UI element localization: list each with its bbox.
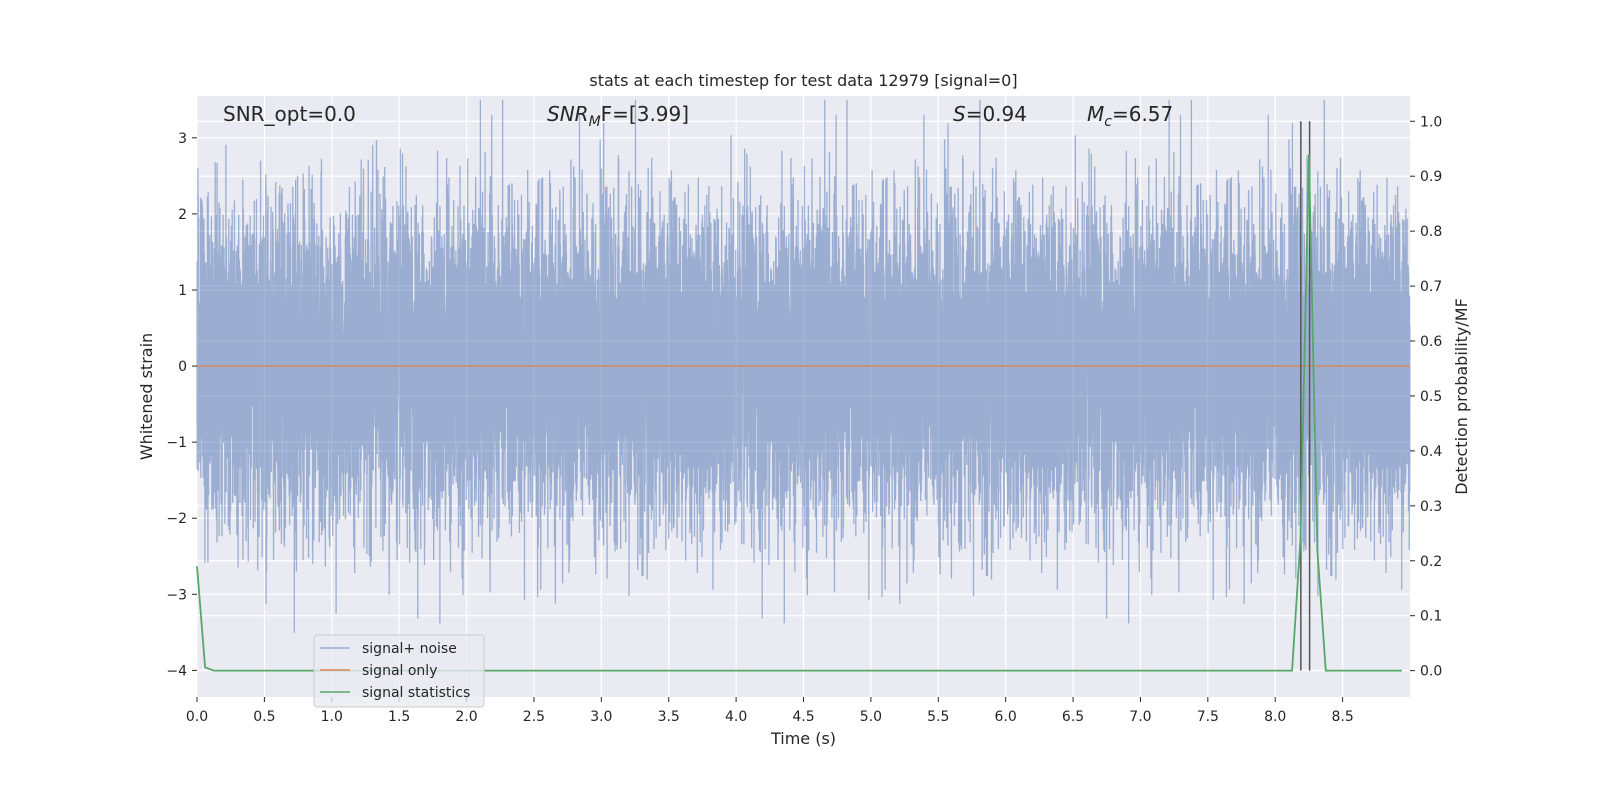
x-axis-label: Time (s) xyxy=(770,729,836,748)
annotation-mc-main: M xyxy=(1087,102,1104,126)
x-tick-label: 1.5 xyxy=(388,709,410,725)
x-tick-label: 7.5 xyxy=(1197,709,1219,725)
y2-tick-label: 0.9 xyxy=(1420,169,1442,185)
y2-axis-label: Detection probability/MF xyxy=(1452,298,1471,495)
x-tick-label: 7.0 xyxy=(1129,709,1151,725)
y2-tick-label: 0.0 xyxy=(1420,664,1442,680)
annotation-s: S=0.94 xyxy=(953,102,1027,126)
y-axis-label: Whitened strain xyxy=(137,333,156,460)
x-tick-label: 5.0 xyxy=(860,709,882,725)
annotation-snr-mf: SNRMF=[3.99] xyxy=(547,102,689,130)
chart-title: stats at each timestep for test data 129… xyxy=(589,71,1017,90)
legend-entry-signal-statistics: signal statistics xyxy=(362,685,470,701)
x-tick-label: 4.5 xyxy=(792,709,814,725)
annotation-snr-mf-main: SNR xyxy=(547,102,589,126)
annotation-mc-sub: c xyxy=(1104,114,1112,130)
x-tick-label: 6.0 xyxy=(995,709,1017,725)
y2-tick-label: 0.7 xyxy=(1420,279,1442,295)
x-tick-label: 2.5 xyxy=(523,709,545,725)
x-tick-label: 3.0 xyxy=(590,709,612,725)
y-tick-label: −2 xyxy=(166,511,187,527)
annotation-snr-mf-sub: M xyxy=(589,114,601,130)
legend-entry-signal-only: signal only xyxy=(362,663,437,679)
y-tick-label: 0 xyxy=(178,359,187,375)
annotation-snr-opt: SNR_opt=0.0 xyxy=(223,102,356,126)
x-ticks: 0.0 0.5 1.0 1.5 2.0 2.5 3.0 3.5 4.0 4.5 5.0 5.5 6.0 6… xyxy=(186,697,1354,725)
y2-tick-label: 0.1 xyxy=(1420,609,1442,625)
x-tick-label: 0.0 xyxy=(186,709,208,725)
y-tick-label: −4 xyxy=(166,663,187,679)
x-tick-label: 6.5 xyxy=(1062,709,1084,725)
x-tick-label: 2.0 xyxy=(455,709,477,725)
series-signal-noise-line xyxy=(196,99,1411,633)
legend: signal+ noise signal only signal statist… xyxy=(313,634,485,708)
annotation-mc: Mc=6.57 xyxy=(1087,102,1173,130)
series-layer xyxy=(196,99,1411,672)
x-tick-label: 1.0 xyxy=(321,709,343,725)
y2-tick-label: 0.3 xyxy=(1420,499,1442,515)
y2-tick-label: 0.2 xyxy=(1420,554,1442,570)
annotation-snr-mf-rest: F=[3.99] xyxy=(601,102,689,126)
y-tick-label: 1 xyxy=(178,283,187,299)
legend-box xyxy=(313,634,485,708)
x-tick-label: 4.0 xyxy=(725,709,747,725)
legend-entry-signal-noise: signal+ noise xyxy=(362,641,457,657)
series-signal-statistics-line xyxy=(196,154,1402,672)
x-tick-label: 0.5 xyxy=(253,709,275,725)
y2-ticks: 1.0 0.9 0.8 0.7 0.6 0.5 0.4 0.3 0.2 0.1 0.0 xyxy=(1410,114,1442,680)
annotation-s-rest: =0.94 xyxy=(966,102,1027,126)
y-ticks: 3 2 1 0 −1 −2 −3 −4 xyxy=(166,131,197,679)
y-tick-label: −3 xyxy=(166,587,187,603)
y2-tick-label: 0.4 xyxy=(1420,444,1442,460)
y2-tick-label: 0.8 xyxy=(1420,224,1442,240)
y2-tick-label: 1.0 xyxy=(1420,114,1442,130)
y-tick-label: 2 xyxy=(178,207,187,223)
y-tick-label: −1 xyxy=(166,435,187,451)
annotation-mc-rest: =6.57 xyxy=(1112,102,1173,126)
y2-tick-label: 0.6 xyxy=(1420,334,1442,350)
x-tick-label: 8.0 xyxy=(1264,709,1286,725)
x-tick-label: 5.5 xyxy=(927,709,949,725)
x-tick-label: 3.5 xyxy=(658,709,680,725)
y2-tick-label: 0.5 xyxy=(1420,389,1442,405)
annotation-s-main: S xyxy=(953,102,966,126)
y-tick-label: 3 xyxy=(178,131,187,147)
x-tick-label: 8.5 xyxy=(1331,709,1353,725)
